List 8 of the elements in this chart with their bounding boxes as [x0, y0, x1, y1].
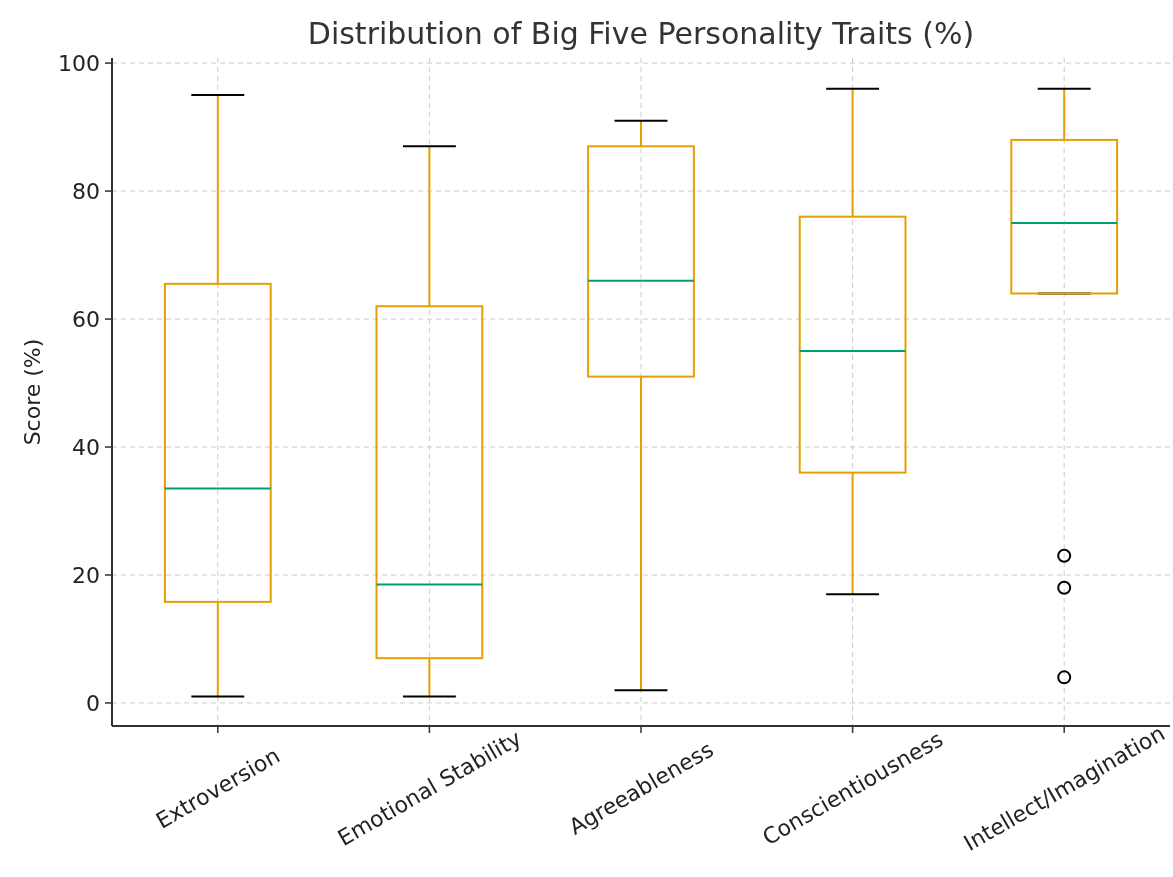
y-tick-label: 100 [58, 50, 100, 76]
chart-title: Distribution of Big Five Personality Traits (%) [307, 16, 975, 51]
y-tick-label: 60 [72, 306, 100, 332]
y-tick-label: 0 [86, 690, 100, 716]
y-tick-label: 40 [72, 434, 100, 460]
y-tick-label: 80 [72, 178, 100, 204]
y-tick-label: 20 [72, 562, 100, 588]
y-axis-title: Score (%) [20, 338, 45, 446]
